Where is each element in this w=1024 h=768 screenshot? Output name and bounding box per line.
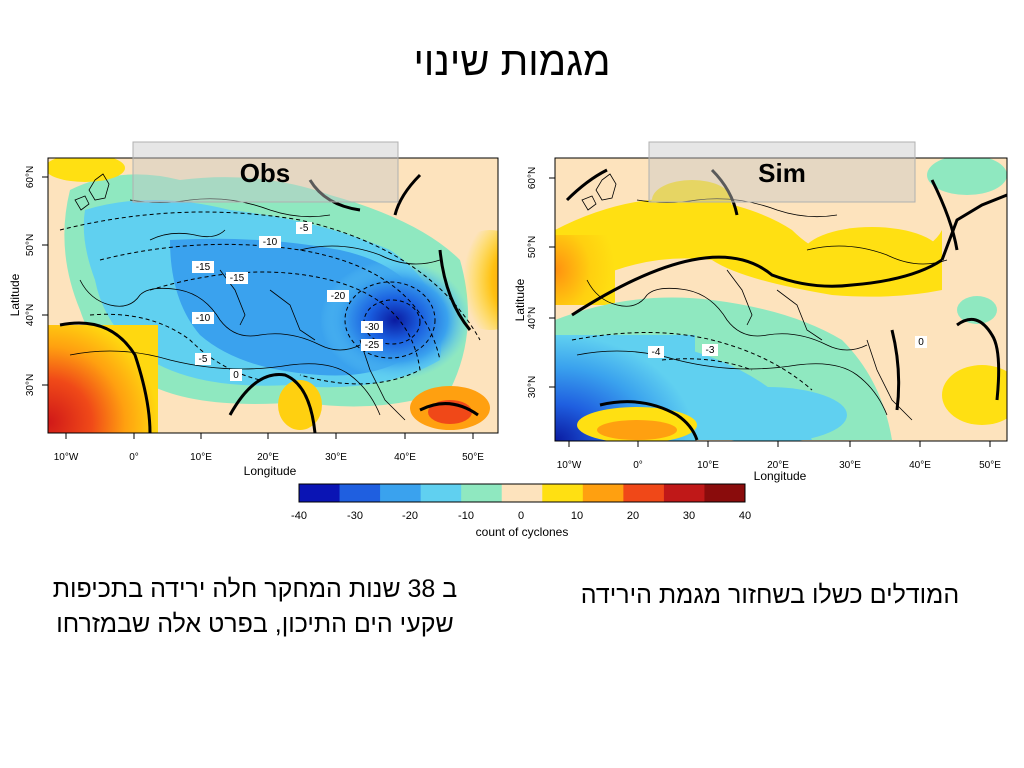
obs-panel-tag: Obs xyxy=(240,158,291,188)
obs-tag-box xyxy=(132,141,399,203)
obs-xlabel: Longitude xyxy=(244,464,297,478)
colorbar-tick-label: 30 xyxy=(683,510,695,522)
lon-tick-label: 40°E xyxy=(909,460,931,471)
lon-tick-label: 10°E xyxy=(697,460,719,471)
colorbar-ticks: -40 -30 -20 -10 0 10 20 30 40 xyxy=(291,510,751,522)
sim-tag-box xyxy=(648,141,916,203)
colorbar-tick-label: -30 xyxy=(347,510,363,522)
contour-label: 0 xyxy=(233,370,239,381)
colorbar-swatches xyxy=(298,483,746,503)
lon-tick-label: 50°E xyxy=(979,460,1001,471)
lat-tick-label: 60°N xyxy=(527,167,538,189)
colorbar-swatch xyxy=(704,484,746,502)
sim-map: Sim -4 -3 0 10°W 0° 10°E 20°E 30°E 40°E … xyxy=(513,141,1008,483)
contour-label: -20 xyxy=(331,291,346,302)
colorbar-swatch xyxy=(461,484,503,502)
lon-tick-label: 20°E xyxy=(767,460,789,471)
colorbar-swatch xyxy=(420,484,462,502)
lat-tick-label: 40°N xyxy=(527,307,538,329)
lat-tick-label: 40°N xyxy=(25,304,36,326)
lon-tick-label: 30°E xyxy=(325,452,347,463)
colorbar-swatch xyxy=(380,484,422,502)
lon-tick-label: 0° xyxy=(129,452,139,463)
colorbar-tick-label: -10 xyxy=(458,510,474,522)
colorbar-tick-label: 10 xyxy=(571,510,583,522)
lon-tick-label: 30°E xyxy=(839,460,861,471)
colorbar-swatch xyxy=(299,484,341,502)
slide-title: מגמות שינוי xyxy=(413,40,611,84)
lon-tick-label: 20°E xyxy=(257,452,279,463)
colorbar-tick-label: 20 xyxy=(627,510,639,522)
lat-tick-label: 50°N xyxy=(527,236,538,258)
obs-lat-ticks: 60°N 50°N 40°N 30°N xyxy=(25,166,36,396)
contour-label: -15 xyxy=(230,273,245,284)
lon-tick-label: 10°W xyxy=(557,460,582,471)
obs-ylabel: Latitude xyxy=(8,273,22,316)
contour-label: -15 xyxy=(196,262,211,273)
obs-contour-labels: -5 -10 -15 -15 -20 -10 -30 -25 -5 0 xyxy=(192,222,383,381)
sim-panel-tag: Sim xyxy=(758,158,806,188)
colorbar-tick-label: 0 xyxy=(518,510,524,522)
lon-tick-label: 0° xyxy=(633,460,643,471)
sim-ylabel: Latitude xyxy=(513,278,527,321)
contour-label: -10 xyxy=(196,313,211,324)
lat-tick-label: 30°N xyxy=(527,376,538,398)
sim-lon-ticks: 10°W 0° 10°E 20°E 30°E 40°E 50°E xyxy=(557,460,1002,471)
contour-label: -3 xyxy=(706,345,715,356)
lat-tick-label: 30°N xyxy=(25,374,36,396)
colorbar-swatch xyxy=(582,484,624,502)
sim-contour-labels: -4 -3 0 xyxy=(648,336,927,358)
contour-label: -10 xyxy=(263,237,278,248)
contour-label: -25 xyxy=(365,340,380,351)
colorbar-swatch xyxy=(542,484,584,502)
colorbar-swatch xyxy=(339,484,381,502)
lon-tick-label: 10°W xyxy=(54,452,79,463)
obs-map: Obs -5 -10 -15 -15 -20 -10 -30 -25 -5 0 … xyxy=(8,141,499,478)
contour-label: 0 xyxy=(918,337,924,348)
colorbar-swatch xyxy=(663,484,705,502)
sim-xlabel: Longitude xyxy=(754,469,807,483)
lat-tick-label: 60°N xyxy=(25,166,36,188)
colorbar-tick-label: -40 xyxy=(291,510,307,522)
sim-lat-ticks: 60°N 50°N 40°N 30°N xyxy=(527,167,538,398)
colorbar-swatch xyxy=(623,484,665,502)
contour-label: -5 xyxy=(300,223,309,234)
lon-tick-label: 40°E xyxy=(394,452,416,463)
contour-label: -4 xyxy=(652,347,661,358)
caption-right: המודלים כשלו בשחזור מגמת הירידה xyxy=(580,581,960,609)
lat-tick-label: 50°N xyxy=(25,234,36,256)
obs-map-panel: Obs -5 -10 -15 -15 -20 -10 -30 -25 -5 0 … xyxy=(0,140,505,485)
lon-tick-label: 10°E xyxy=(190,452,212,463)
caption-left: ב 38 שנות המחקר חלה ירידה בתכיפות שקעי ה… xyxy=(52,575,458,638)
colorbar-tick-label: 40 xyxy=(739,510,751,522)
contour-label: -30 xyxy=(365,322,380,333)
colorbar-swatch xyxy=(501,484,543,502)
obs-lon-ticks: 10°W 0° 10°E 20°E 30°E 40°E 50°E xyxy=(54,452,485,463)
contour-label: -5 xyxy=(199,354,208,365)
lon-tick-label: 50°E xyxy=(462,452,484,463)
colorbar-tick-label: -20 xyxy=(402,510,418,522)
sim-map-panel: Sim -4 -3 0 10°W 0° 10°E 20°E 30°E 40°E … xyxy=(512,140,1012,485)
colorbar-frame xyxy=(298,483,746,503)
colorbar-label: count of cyclones xyxy=(476,525,569,539)
colorbar: -40 -30 -20 -10 0 10 20 30 40 count of c… xyxy=(280,478,760,543)
